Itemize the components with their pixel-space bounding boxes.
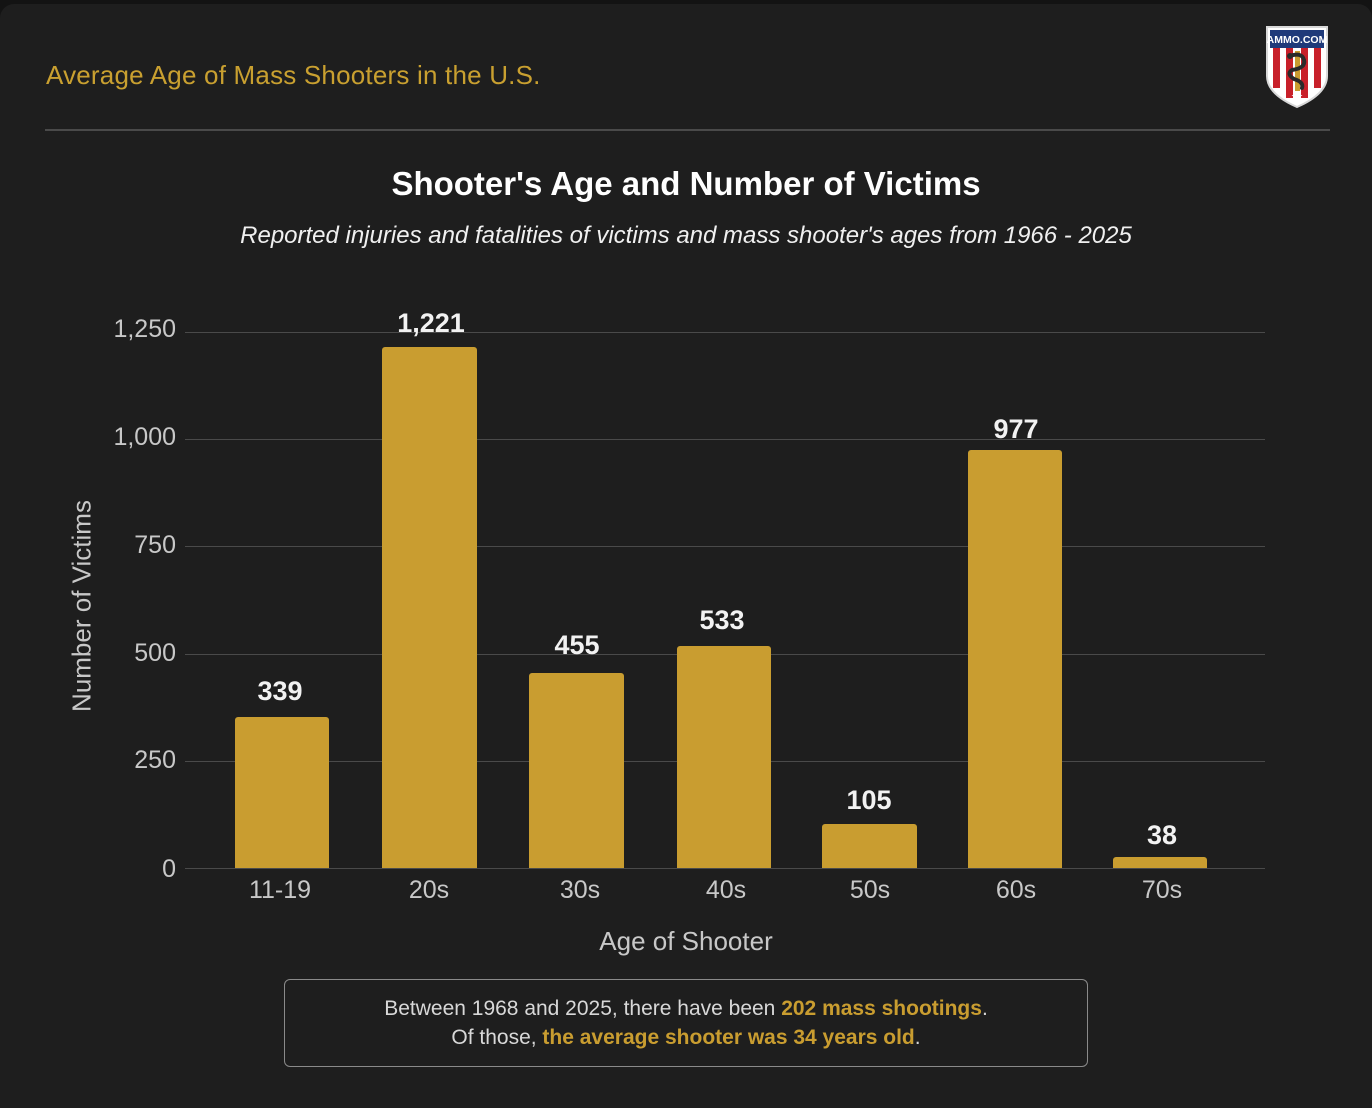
ammo-com-logo[interactable]: AMMO.COM <box>1264 24 1330 110</box>
header-divider <box>45 129 1330 131</box>
summary-text: . <box>914 1026 921 1049</box>
bar-30s[interactable] <box>529 673 624 868</box>
x-tick-label: 40s <box>705 876 747 904</box>
summary-line-2: Of those, the average shooter was 34 yea… <box>285 1023 1087 1052</box>
x-tick-label: 70s <box>1141 876 1183 904</box>
gridline-1000 <box>185 439 1265 440</box>
bar-value-label: 339 <box>257 676 303 706</box>
summary-text: . <box>981 997 988 1020</box>
x-tick-label: 30s <box>559 876 601 904</box>
y-tick-label: 500 <box>134 639 176 667</box>
y-tick-label: 1,000 <box>113 423 176 451</box>
x-tick-label: 60s <box>995 876 1037 904</box>
x-tick-label: 50s <box>849 876 891 904</box>
bar-11-19[interactable] <box>235 717 329 868</box>
y-tick-label: 250 <box>134 746 176 774</box>
bar-value-label: 38 <box>1146 820 1178 850</box>
bar-value-label: 455 <box>554 630 600 660</box>
summary-note: Between 1968 and 2025, there have been 2… <box>284 979 1088 1067</box>
page-title: Average Age of Mass Shooters in the U.S. <box>46 60 541 90</box>
summary-highlight: 202 mass shootings <box>781 997 982 1020</box>
x-tick-label: 11-19 <box>248 876 312 904</box>
gridline-0 <box>185 868 1265 869</box>
bar-60s[interactable] <box>968 450 1062 868</box>
svg-text:AMMO.COM: AMMO.COM <box>1267 34 1328 46</box>
shield-logo-icon: AMMO.COM <box>1266 26 1328 109</box>
y-tick-label: 750 <box>134 531 176 559</box>
bar-value-label: 105 <box>846 785 892 815</box>
x-axis-label: Age of Shooter <box>599 926 773 956</box>
bar-value-label: 533 <box>699 605 745 635</box>
summary-highlight: the average shooter was 34 years old <box>542 1026 915 1049</box>
bar-70s[interactable] <box>1113 857 1207 868</box>
bar-value-label: 977 <box>993 414 1039 444</box>
summary-text: Of those, <box>451 1026 543 1049</box>
x-tick-label: 20s <box>408 876 450 904</box>
gridline-1250 <box>185 332 1265 333</box>
summary-line-1: Between 1968 and 2025, there have been 2… <box>285 994 1087 1023</box>
summary-text: Between 1968 and 2025, there have been <box>384 997 782 1020</box>
bar-20s[interactable] <box>382 347 477 868</box>
chart-subtitle: Reported injuries and fatalities of vict… <box>240 222 1132 249</box>
chart-title: Shooter's Age and Number of Victims <box>391 165 981 202</box>
bar-50s[interactable] <box>822 824 917 868</box>
bar-value-label: 1,221 <box>397 308 465 338</box>
chart-card: Average Age of Mass Shooters in the U.S.… <box>0 4 1372 1108</box>
bar-40s[interactable] <box>677 646 771 868</box>
gridline-750 <box>185 546 1265 547</box>
y-tick-label: 1,250 <box>113 315 176 343</box>
y-tick-label: 0 <box>162 855 176 883</box>
y-axis-label: Number of Victims <box>66 500 97 712</box>
